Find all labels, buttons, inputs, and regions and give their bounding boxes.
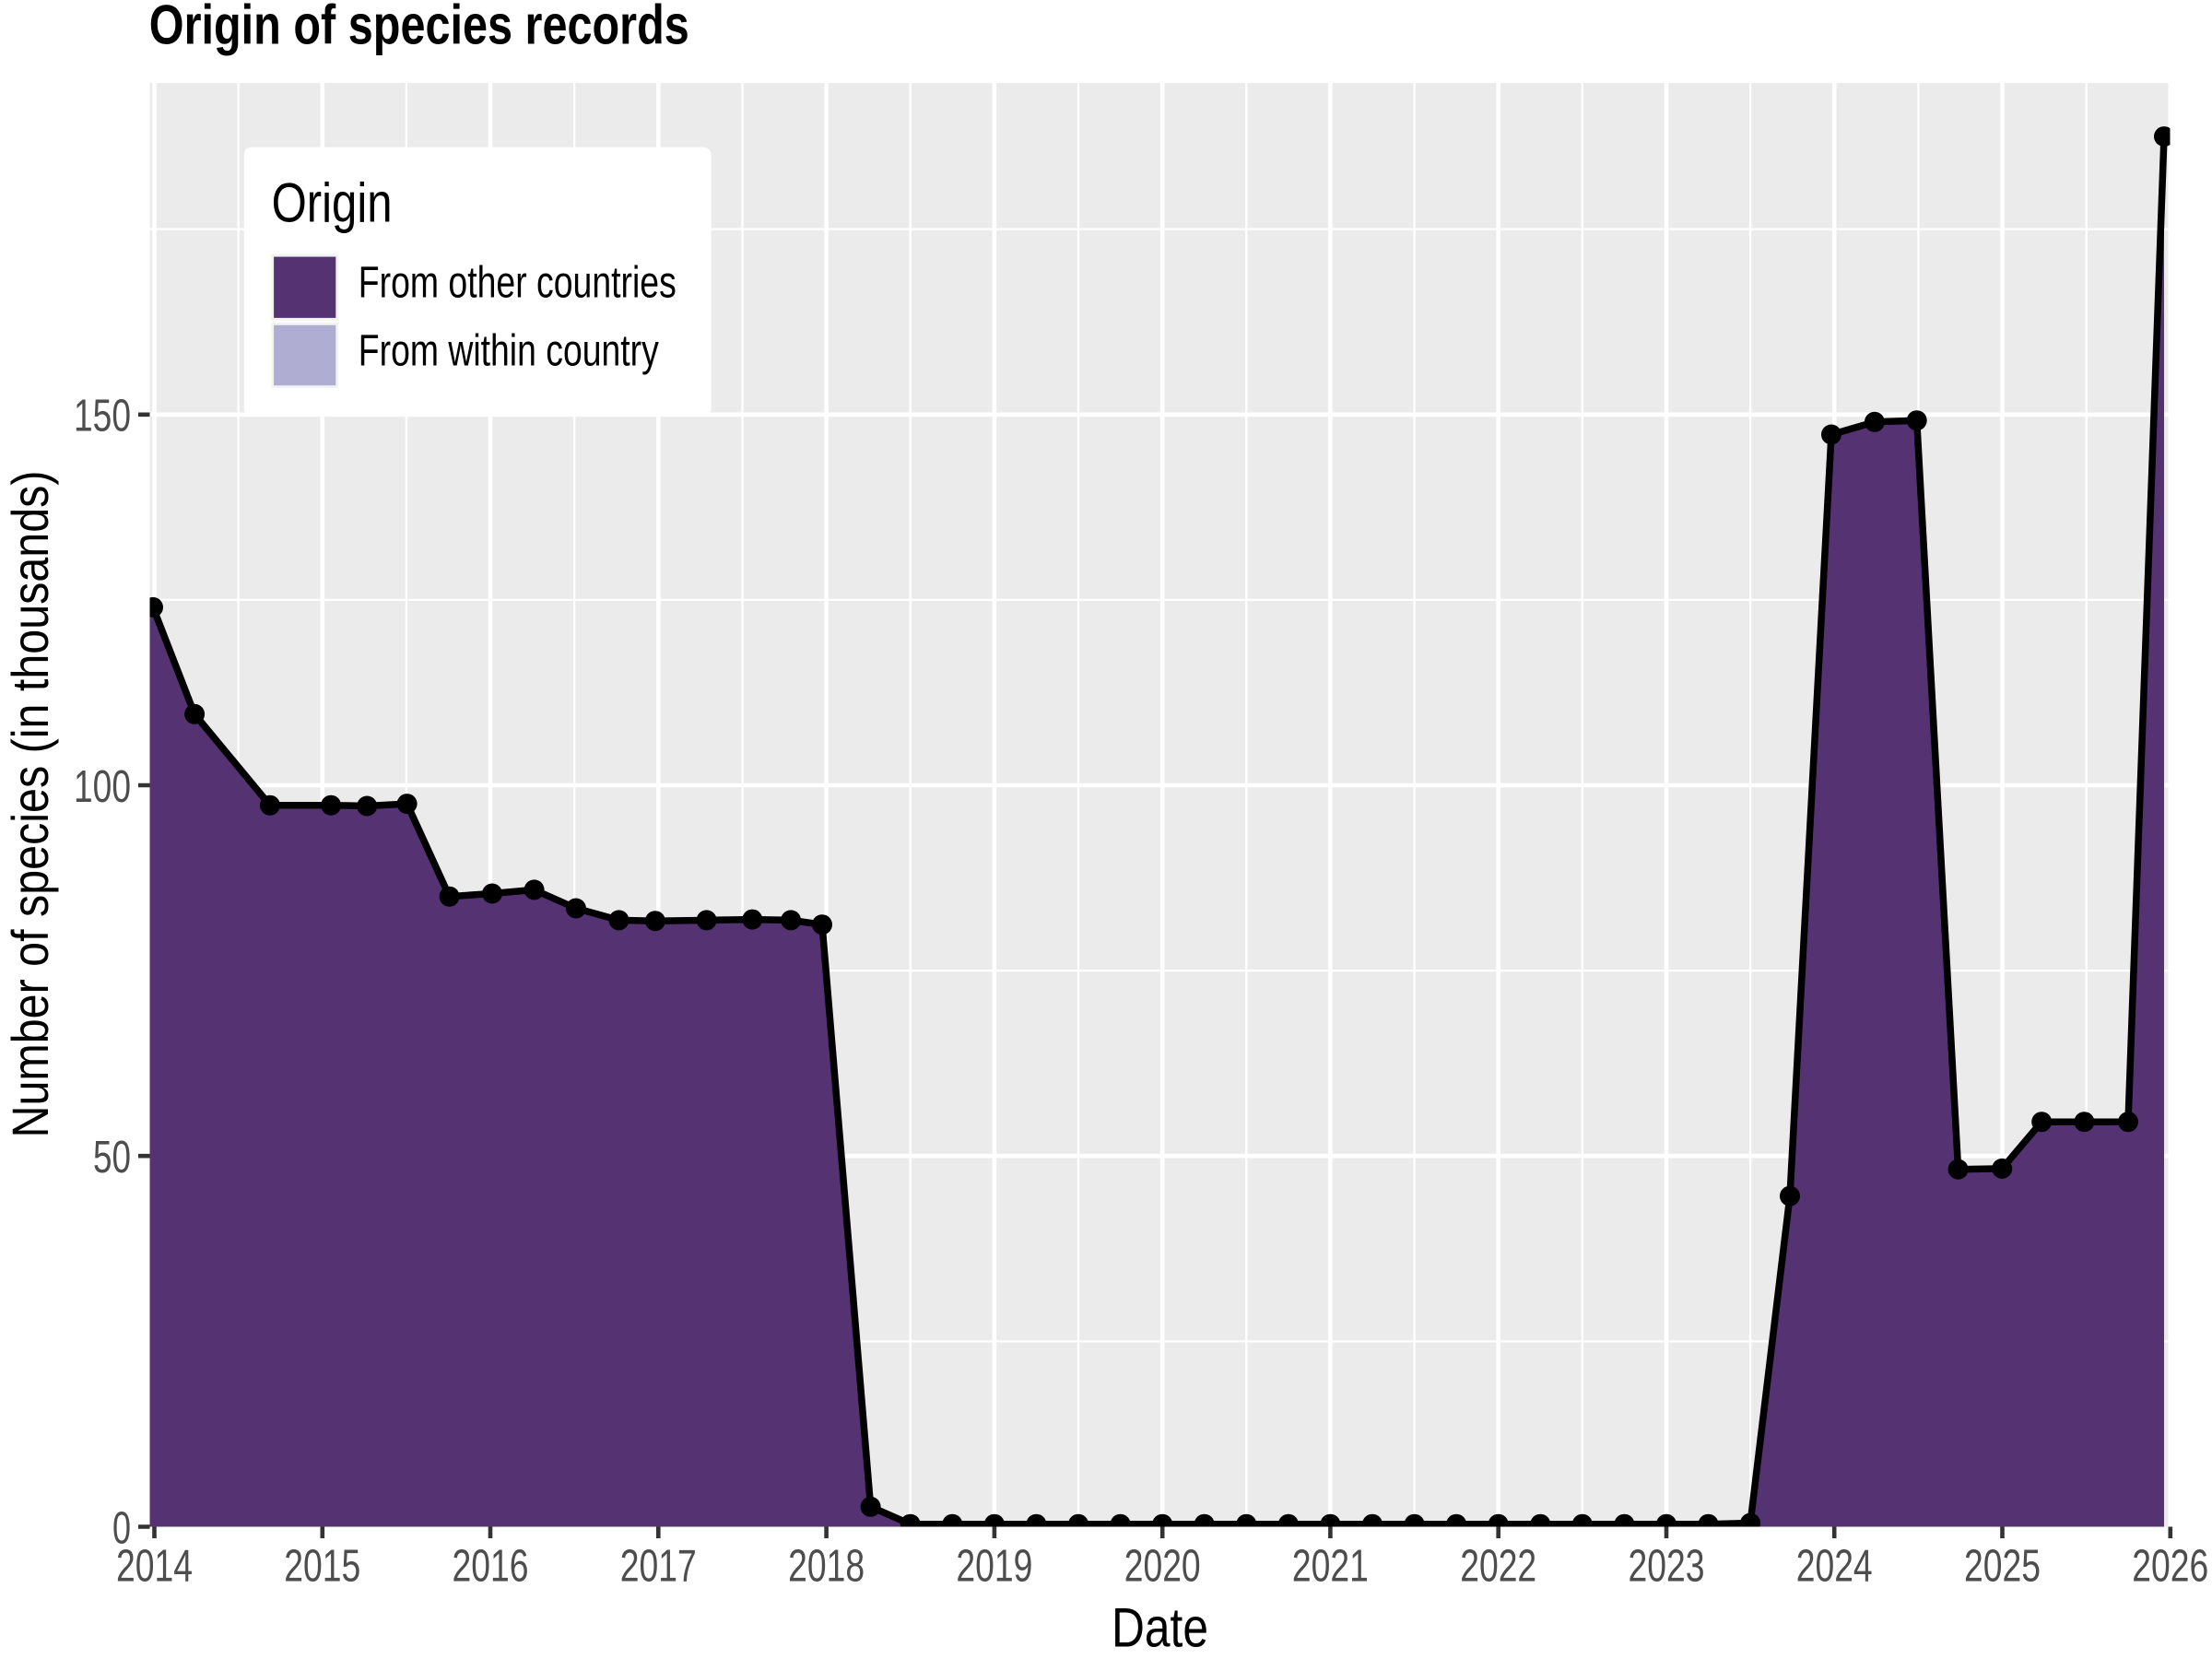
svg-text:150: 150: [74, 391, 131, 441]
svg-text:2021: 2021: [1292, 1540, 1369, 1591]
svg-text:2022: 2022: [1460, 1540, 1536, 1591]
svg-text:Origin: Origin: [272, 172, 393, 234]
svg-text:0: 0: [112, 1502, 131, 1553]
svg-text:2016: 2016: [453, 1540, 529, 1591]
svg-text:2026: 2026: [2132, 1540, 2208, 1591]
svg-text:2024: 2024: [1796, 1540, 1873, 1591]
svg-text:Number of species (in thousand: Number of species (in thousands): [1, 471, 59, 1138]
svg-text:2025: 2025: [1964, 1540, 2041, 1591]
svg-text:From other countries: From other countries: [359, 259, 677, 308]
svg-text:2014: 2014: [116, 1540, 193, 1591]
svg-text:2015: 2015: [284, 1540, 360, 1591]
svg-text:50: 50: [93, 1132, 131, 1182]
svg-text:2019: 2019: [956, 1540, 1032, 1591]
svg-text:100: 100: [74, 761, 131, 812]
svg-text:2017: 2017: [620, 1540, 697, 1591]
svg-text:From within country: From within country: [359, 327, 659, 376]
svg-text:Origin of species records: Origin of species records: [149, 0, 689, 56]
svg-text:2018: 2018: [788, 1540, 865, 1591]
svg-text:2020: 2020: [1124, 1540, 1201, 1591]
svg-text:Date: Date: [1112, 1597, 1208, 1659]
svg-text:2023: 2023: [1629, 1540, 1705, 1591]
